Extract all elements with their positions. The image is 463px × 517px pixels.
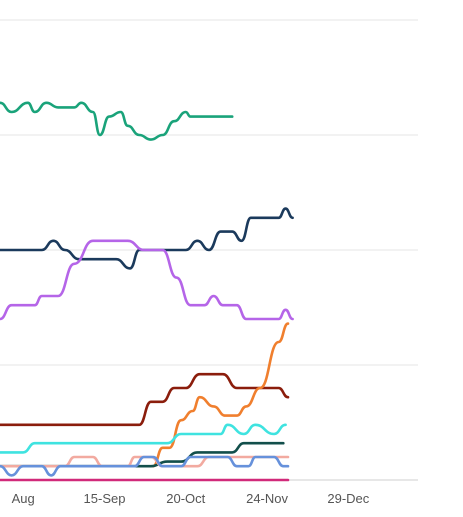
series-line [0, 101, 234, 141]
x-tick-label: Aug [12, 491, 35, 506]
x-axis-tick-labels: Aug 15-Sep 20-Oct 24-Nov 29-Dec [12, 491, 370, 506]
x-tick-label: 29-Dec [327, 491, 369, 506]
series-line [0, 239, 294, 321]
series-line [0, 455, 290, 477]
series-line [152, 322, 290, 468]
series-line [0, 372, 290, 427]
x-tick-label: 24-Nov [246, 491, 288, 506]
x-tick-label: 15-Sep [84, 491, 126, 506]
series-line [0, 455, 290, 468]
series-lines [0, 101, 294, 482]
x-tick-label: 20-Oct [166, 491, 205, 506]
series-line [0, 423, 287, 454]
series-line [0, 207, 294, 270]
series-line [0, 441, 285, 468]
